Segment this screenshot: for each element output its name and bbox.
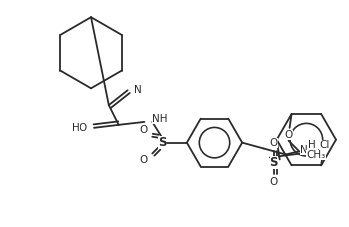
Text: O: O <box>139 155 148 165</box>
Text: N: N <box>299 145 307 155</box>
Text: O: O <box>139 125 148 135</box>
Text: H: H <box>73 123 80 133</box>
Text: Cl: Cl <box>319 140 329 150</box>
Text: N: N <box>134 85 141 95</box>
Text: O: O <box>79 123 87 133</box>
Text: S: S <box>269 156 278 169</box>
Text: O: O <box>270 138 278 148</box>
Text: S: S <box>158 136 166 149</box>
Text: O: O <box>270 177 278 187</box>
Text: O: O <box>284 130 293 140</box>
Text: NH: NH <box>152 114 168 124</box>
Text: CH₃: CH₃ <box>306 151 326 160</box>
Text: H: H <box>309 140 316 150</box>
